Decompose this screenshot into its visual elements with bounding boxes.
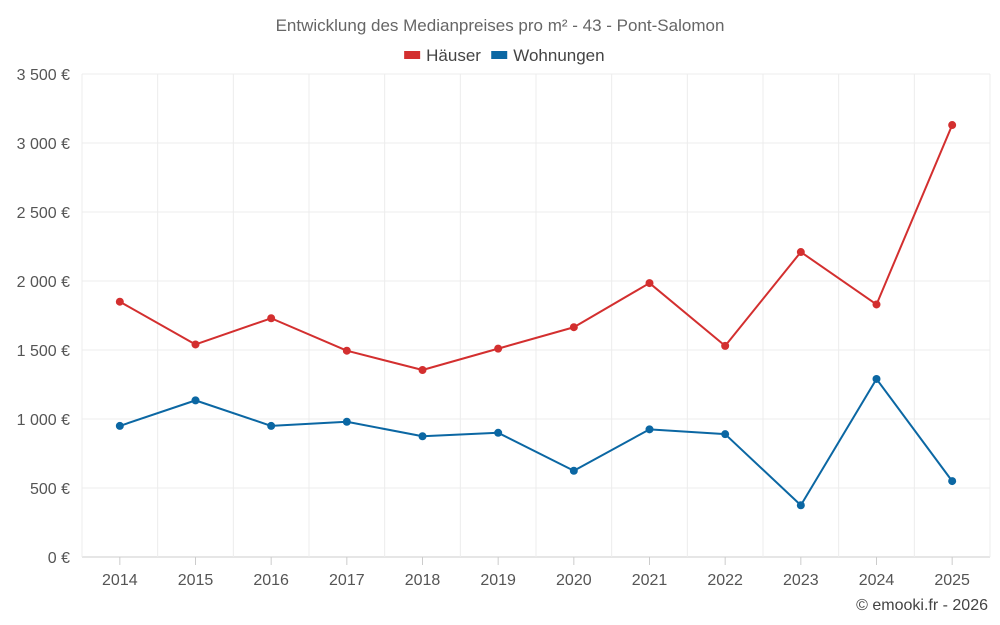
y-tick-label: 1 500 € xyxy=(17,343,70,360)
x-tick-label: 2018 xyxy=(405,572,441,589)
x-tick-label: 2023 xyxy=(783,572,819,589)
credit: © emooki.fr - 2026 xyxy=(856,597,988,614)
legend-swatch-haeuser xyxy=(404,51,421,59)
series-line-haeuser xyxy=(119,124,954,372)
data-point-haeuser[interactable] xyxy=(645,279,654,288)
data-point-wohnungen[interactable] xyxy=(569,466,578,475)
legend-label-haeuser[interactable]: Häuser xyxy=(426,46,481,65)
data-point-haeuser[interactable] xyxy=(494,344,503,353)
legend-swatch-wohnungen xyxy=(491,51,508,59)
data-point-haeuser[interactable] xyxy=(418,366,427,375)
data-point-haeuser[interactable] xyxy=(948,121,957,130)
y-tick-label: 3 500 € xyxy=(17,67,70,84)
data-point-wohnungen[interactable] xyxy=(418,432,427,441)
data-point-haeuser[interactable] xyxy=(872,300,881,309)
x-tick-label: 2020 xyxy=(556,572,592,589)
x-tick-label: 2025 xyxy=(934,572,970,589)
data-point-haeuser[interactable] xyxy=(721,341,730,350)
data-point-wohnungen[interactable] xyxy=(721,430,730,439)
x-axis: 2014 2015 2016 2017 2018 2019 2020 2021 2022 2023… xyxy=(102,557,970,589)
data-point-haeuser[interactable] xyxy=(191,340,200,349)
data-point-wohnungen[interactable] xyxy=(267,421,276,430)
data-point-wohnungen[interactable] xyxy=(191,396,200,405)
data-point-wohnungen[interactable] xyxy=(342,417,351,426)
data-point-haeuser[interactable] xyxy=(267,314,276,323)
x-tick-label: 2014 xyxy=(102,572,138,589)
y-tick-label: 0 € xyxy=(48,550,70,567)
grid xyxy=(81,73,991,558)
data-point-wohnungen[interactable] xyxy=(645,425,654,434)
y-tick-label: 500 € xyxy=(30,481,70,498)
data-point-wohnungen[interactable] xyxy=(872,374,881,383)
series-line-wohnungen xyxy=(119,377,953,507)
data-point-haeuser[interactable] xyxy=(342,346,351,355)
x-tick-label: 2015 xyxy=(178,572,214,589)
chart-title: Entwicklung des Medianpreises pro m² - 4… xyxy=(276,16,725,35)
data-point-wohnungen[interactable] xyxy=(115,421,124,430)
y-tick-label: 1 000 € xyxy=(17,412,70,429)
y-tick-label: 3 000 € xyxy=(17,136,70,153)
data-point-wohnungen[interactable] xyxy=(948,477,957,486)
x-tick-label: 2019 xyxy=(480,572,516,589)
x-tick-label: 2022 xyxy=(707,572,743,589)
data-point-haeuser[interactable] xyxy=(796,248,805,257)
x-tick-label: 2024 xyxy=(859,572,895,589)
y-tick-label: 2 500 € xyxy=(17,205,70,222)
x-tick-label: 2021 xyxy=(632,572,668,589)
legend: Häuser Wohnungen xyxy=(404,46,605,65)
y-tick-label: 2 000 € xyxy=(17,274,70,291)
x-tick-label: 2016 xyxy=(253,572,289,589)
data-point-haeuser[interactable] xyxy=(115,297,124,306)
y-axis: 0 € 500 € 1 000 € 1 500 € 2 000 € 2 500 € 3 00… xyxy=(17,67,70,567)
data-point-wohnungen[interactable] xyxy=(494,428,503,437)
data-point-wohnungen[interactable] xyxy=(796,501,805,510)
x-tick-label: 2017 xyxy=(329,572,365,589)
legend-label-wohnungen[interactable]: Wohnungen xyxy=(513,46,604,65)
data-point-haeuser[interactable] xyxy=(569,323,578,332)
series-layer xyxy=(115,121,957,510)
